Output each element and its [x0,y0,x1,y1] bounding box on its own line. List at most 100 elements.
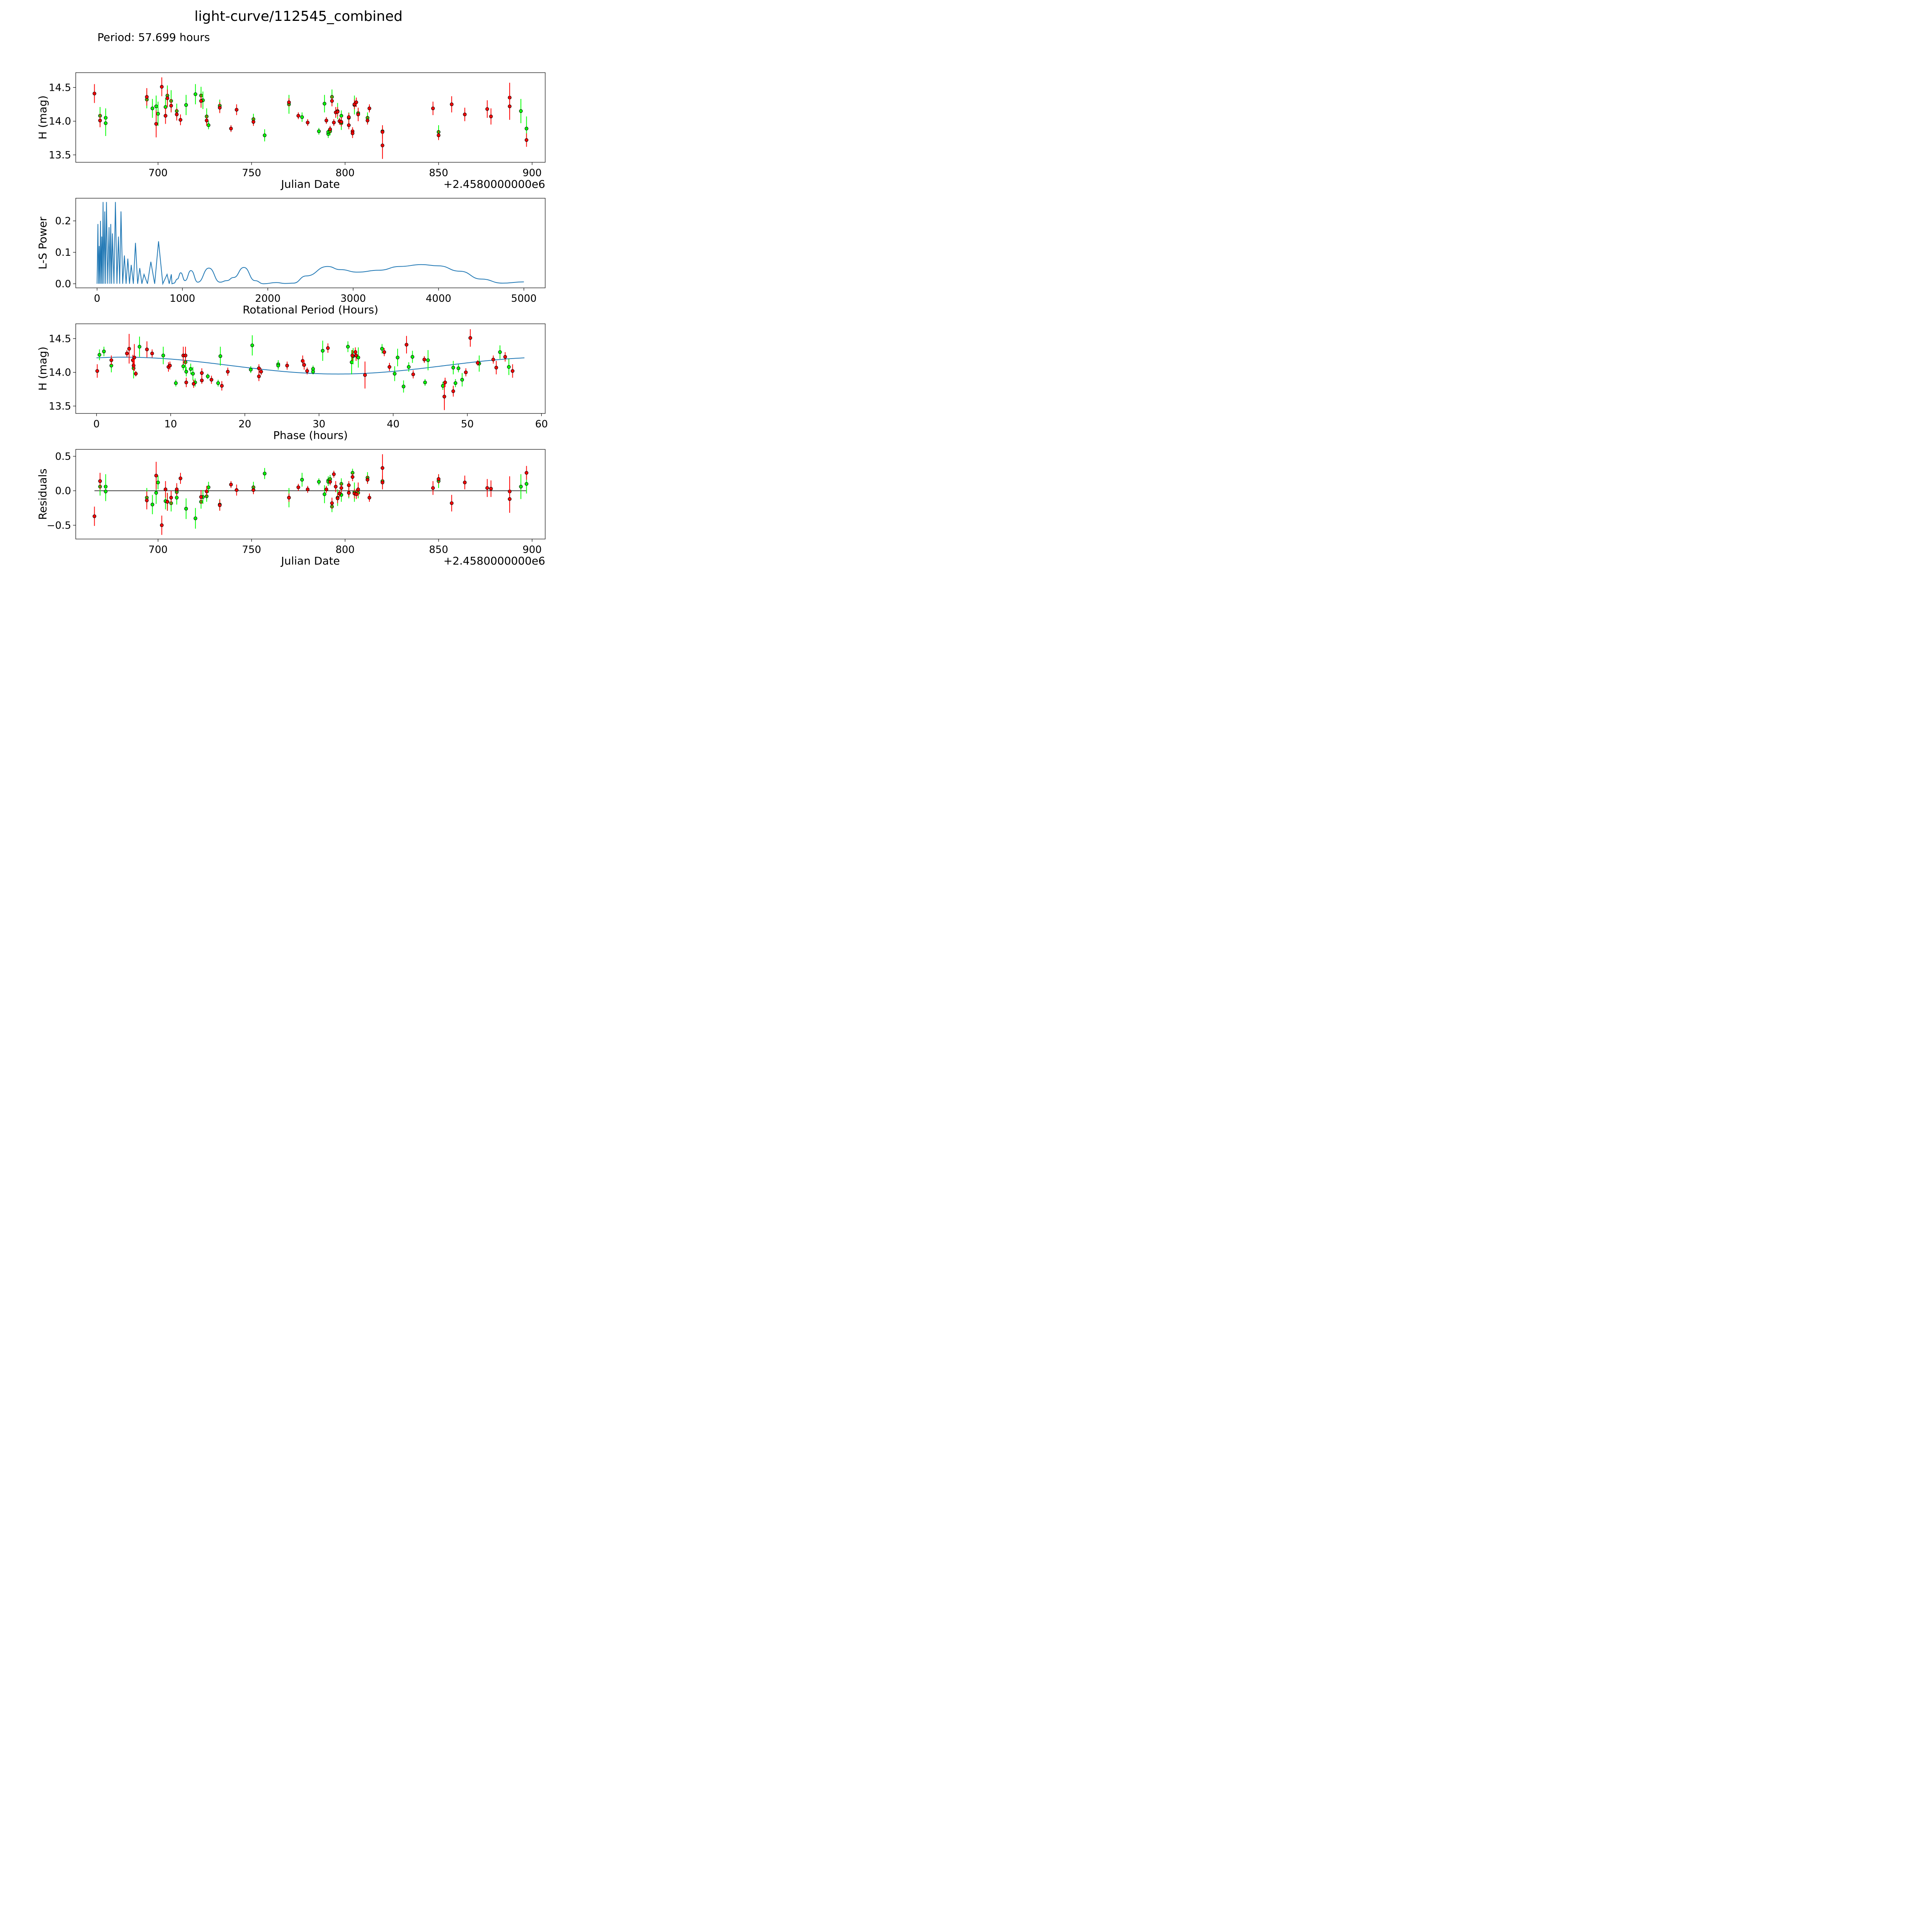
y-axis-label: H (mag) [36,347,49,391]
data-point [229,483,233,486]
data-point [350,354,354,357]
data-point [442,395,446,399]
data-point [199,99,203,103]
data-point [199,495,203,499]
data-point [181,364,185,368]
data-point [508,497,512,501]
data-point [218,503,222,507]
y-tick-label: 0.5 [55,451,71,463]
data-point [431,486,435,490]
data-point [346,345,350,349]
data-point [92,92,97,95]
x-axis-label: Julian Date [280,178,340,190]
x-axis-label: Julian Date [280,554,340,567]
series-green [98,84,529,141]
data-point [337,492,342,495]
data-point [306,121,310,124]
data-point [330,99,334,103]
data-point [347,123,351,127]
data-point [354,492,358,496]
data-point [382,350,386,354]
data-point [381,143,384,148]
data-point [321,349,325,353]
data-point [423,381,427,384]
data-point [156,480,160,485]
data-point [330,501,334,505]
data-point [463,112,467,116]
x-tick-label: 4000 [426,293,451,304]
data-point [250,344,254,347]
series-red [95,329,515,410]
y-tick-label: 14.5 [49,333,71,345]
data-point [104,121,108,125]
x-tick-label: 900 [522,167,542,179]
data-point [456,366,461,370]
data-point [366,478,369,482]
data-point [263,133,267,137]
data-point [498,350,502,354]
data-point [508,104,512,108]
data-point [125,352,129,355]
data-point [97,353,102,357]
data-point [259,370,263,374]
data-point [450,102,454,106]
data-point [328,480,332,484]
data-point [422,357,426,362]
series-red [92,77,529,159]
data-point [235,108,239,112]
panel-2: 0 1000 2000 3000 4000 5000 0.0 0.1 0.2 Rotational… [36,198,546,316]
data-point [235,488,239,492]
data-point [174,381,178,385]
x-offset-label: +2.4580000000e6 [444,178,545,190]
data-point [220,384,224,388]
y-tick-label: 14.0 [49,116,71,128]
data-point [285,364,289,367]
y-tick-label: 14.0 [49,367,71,379]
data-point [209,378,214,382]
y-tick-label: 0.0 [55,278,71,290]
data-point [102,349,106,354]
data-point [347,483,351,487]
data-point [154,104,158,108]
data-point [489,114,493,119]
data-point [485,486,489,490]
x-tick-label: 20 [238,418,251,430]
x-tick-label: 60 [535,418,548,430]
data-point [354,354,358,357]
x-tick-label: 5000 [511,293,537,304]
data-point [200,378,204,383]
data-point [510,369,515,373]
data-point [300,115,304,119]
data-point [324,487,328,492]
fit-curve [96,357,525,375]
data-point [150,352,154,355]
data-point [252,488,255,492]
data-point [287,496,291,500]
data-point [347,115,351,119]
panel-3: 0 10 20 30 40 50 60 13.5 14.0 14.5 Phase (hours) H … [36,323,548,442]
data-point [145,347,149,352]
x-tick-label: 50 [461,418,474,430]
data-point [156,112,160,116]
data-point [154,122,158,126]
period-label: Period: 57.699 hours [97,31,210,44]
data-point [192,382,196,386]
data-point [175,112,179,116]
x-tick-label: 900 [522,544,542,556]
data-point [206,374,210,378]
data-point [184,103,188,107]
x-tick-label: 2000 [255,293,281,304]
data-point [257,374,261,378]
data-point [98,479,102,483]
data-point [519,109,523,113]
data-point [150,106,155,111]
data-point [451,366,455,370]
data-point [169,104,173,108]
figure-title: light-curve/112545_combined [194,9,403,24]
panel-1-frame [75,72,546,163]
y-tick-label: 0.0 [55,485,71,497]
data-point [194,516,197,520]
data-point [380,347,384,351]
data-point [393,372,397,376]
data-point [335,110,340,114]
